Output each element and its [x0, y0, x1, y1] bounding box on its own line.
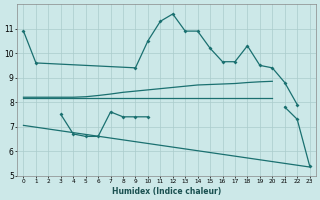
X-axis label: Humidex (Indice chaleur): Humidex (Indice chaleur)	[112, 187, 221, 196]
